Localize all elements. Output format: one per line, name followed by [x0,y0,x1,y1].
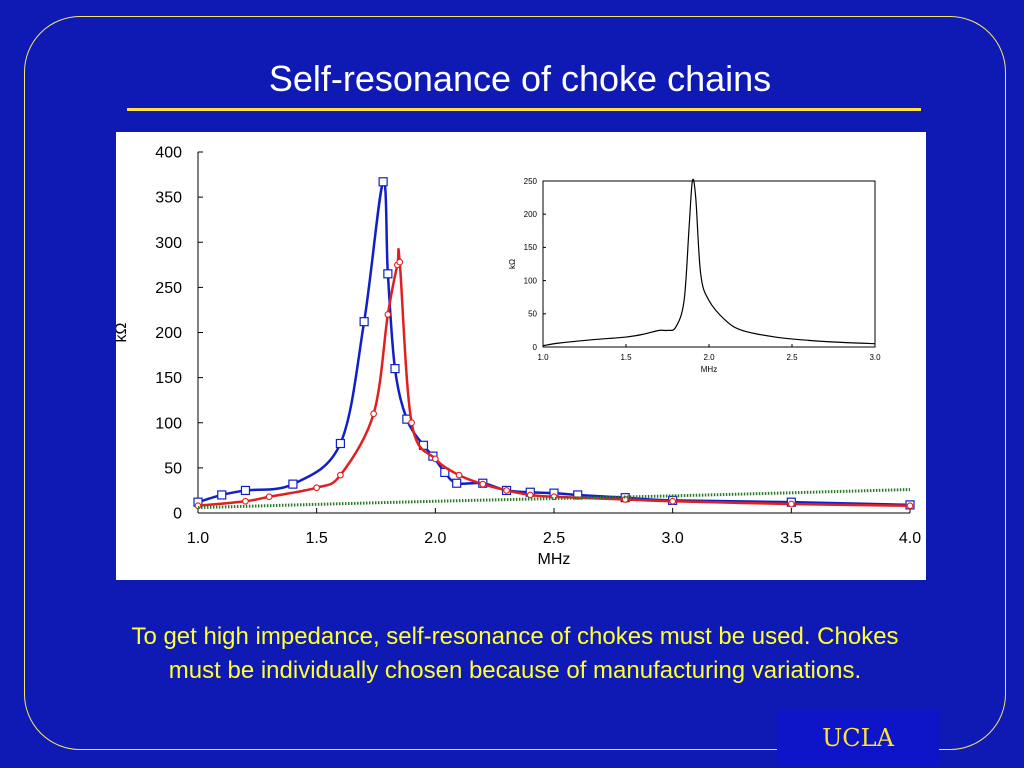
x-tick-label: 1.0 [537,353,549,362]
series-1-point [503,487,510,494]
series-1-point [669,497,677,505]
series-1-point [479,480,487,488]
y-tick-label: 0 [173,506,182,523]
series-1-point [431,455,439,463]
x-axis-label: MHz [701,365,717,374]
series-0-point [240,485,251,496]
series-1-point [313,484,321,492]
y-tick-label: 250 [524,177,538,186]
series-1-point [455,471,463,479]
series-1-point [787,500,795,508]
ucla-logo: UCLA [777,710,939,766]
x-tick-label: 1.5 [620,353,632,362]
x-tick-label: 3.0 [869,353,881,362]
series-0-point [390,364,400,374]
y-tick-label: 300 [155,235,182,252]
x-tick-label: 2.5 [543,530,565,547]
x-tick-label: 3.0 [662,530,684,547]
y-tick-label: 0 [533,343,538,352]
y-tick-label: 200 [155,325,182,342]
y-axis-label: kΩ [508,259,517,269]
series-0-point [217,490,227,500]
series-1-point [242,497,249,505]
series-0-point [383,269,393,279]
x-tick-label: 2.0 [703,353,715,362]
chart-1: 0 50 100 150 200 250 1.0 1.5 2.0 2.5 3.0 MHz kΩ [508,177,881,374]
x-tick-label: 2.5 [786,353,798,362]
slide-caption: To get high impedance, self-resonance of… [131,623,899,684]
series-1-point [408,419,415,427]
x-tick-label: 2.0 [424,530,446,547]
y-tick-label: 250 [155,280,182,297]
y-tick-label: 350 [155,190,182,207]
series-0-point [378,177,388,187]
x-tick-label: 4.0 [899,530,921,547]
chart-panel: 0 50 100 150 200 250 300 350 400 1.0 1.5 2.0 2.5 3.0 3… [116,132,926,580]
y-tick-label: 200 [524,210,538,219]
series-1-point [526,491,534,499]
series-0-point [452,478,462,488]
series-1-point [396,258,404,266]
series-1-line [197,247,911,508]
chart-0: 0 50 100 150 200 250 300 350 400 1.0 1.5 2.0 2.5 3.0 3… [116,145,921,568]
inset-background [504,170,892,382]
series-1-point [265,493,273,501]
series-0-point [359,317,369,327]
series-0-point [335,438,345,449]
y-tick-label: 50 [164,460,182,477]
series-1-point [906,502,914,510]
x-tick-label: 1.5 [306,530,328,547]
y-tick-label: 50 [528,310,537,319]
title-underline [127,108,921,111]
slide-frame [24,16,1006,750]
slide-title: Self-resonance of choke chains [268,58,772,99]
main-chart: 0 50 100 150 200 250 300 350 400 1.0 1.5 2.0 2.5 3.0 3… [116,145,921,568]
y-axis-label: kΩ [116,322,130,342]
x-tick-label: 3.5 [780,530,802,547]
series-1-point [384,311,392,318]
x-axis-label: MHz [538,551,571,568]
y-tick-label: 100 [524,276,538,285]
y-tick-label: 400 [155,145,182,162]
series-0-line [542,178,876,347]
x-tick-label: 1.0 [187,530,209,547]
series-1-point [370,410,377,418]
y-tick-label: 150 [524,243,538,252]
y-tick-label: 100 [155,415,182,432]
series-0-point [288,479,298,489]
series-1-point [337,471,344,479]
y-tick-label: 150 [155,370,182,387]
series-1-point [194,502,202,510]
series-0-point [573,490,583,500]
